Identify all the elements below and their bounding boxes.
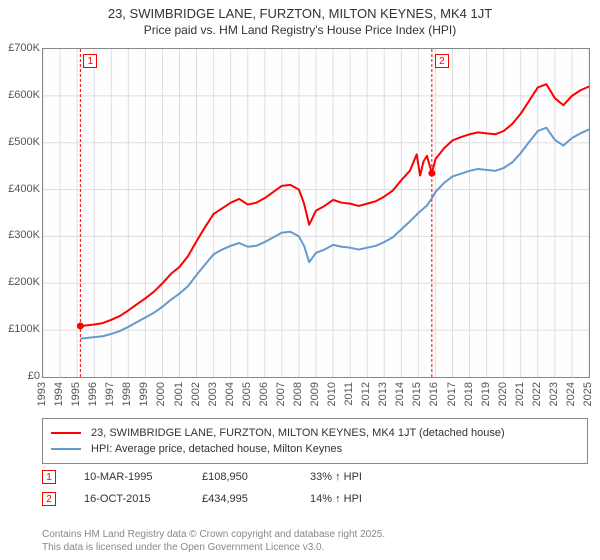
x-tick-label: 1995 <box>70 382 82 406</box>
x-tick-label: 2001 <box>173 382 185 406</box>
x-tick-label: 1999 <box>138 382 150 406</box>
x-tick-label: 1993 <box>36 382 48 406</box>
sale-hpi-delta-1: 33% ↑ HPI <box>310 471 362 483</box>
y-tick-label: £600K <box>0 89 40 101</box>
x-tick-label: 2012 <box>360 382 372 406</box>
plot-svg <box>43 49 589 377</box>
x-tick-label: 2010 <box>326 382 338 406</box>
x-tick-label: 2014 <box>394 382 406 406</box>
x-tick-label: 2006 <box>258 382 270 406</box>
x-tick-label: 2002 <box>190 382 202 406</box>
chart-marker-2: 2 <box>435 54 449 68</box>
x-tick-label: 1997 <box>104 382 116 406</box>
x-tick-label: 2025 <box>582 382 594 406</box>
x-tick-label: 2017 <box>446 382 458 406</box>
sale-marker-2: 2 <box>42 492 56 506</box>
x-tick-label: 2024 <box>565 382 577 406</box>
sale-hpi-delta-2: 14% ↑ HPI <box>310 493 362 505</box>
x-tick-label: 2009 <box>309 382 321 406</box>
y-tick-label: £400K <box>0 183 40 195</box>
x-tick-label: 2019 <box>480 382 492 406</box>
x-tick-label: 2022 <box>531 382 543 406</box>
legend-label-hpi: HPI: Average price, detached house, Milt… <box>91 443 342 455</box>
footer-line2: This data is licensed under the Open Gov… <box>42 542 385 555</box>
x-tick-label: 2023 <box>548 382 560 406</box>
x-tick-label: 2018 <box>463 382 475 406</box>
sale-marker-1: 1 <box>42 470 56 484</box>
chart-container: 23, SWIMBRIDGE LANE, FURZTON, MILTON KEY… <box>0 0 600 560</box>
x-tick-label: 2011 <box>343 382 355 406</box>
x-tick-label: 2003 <box>207 382 219 406</box>
title-subtitle: Price paid vs. HM Land Registry's House … <box>0 23 600 37</box>
sale-price-2: £434,995 <box>202 493 282 505</box>
x-tick-label: 1996 <box>87 382 99 406</box>
plot-area <box>42 48 590 378</box>
x-tick-label: 2013 <box>377 382 389 406</box>
y-tick-label: £100K <box>0 323 40 335</box>
sale-date-1: 10-MAR-1995 <box>84 471 174 483</box>
footer: Contains HM Land Registry data © Crown c… <box>42 529 385 554</box>
legend-label-price: 23, SWIMBRIDGE LANE, FURZTON, MILTON KEY… <box>91 427 505 439</box>
x-tick-label: 2016 <box>428 382 440 406</box>
sale-row-2: 2 16-OCT-2015 £434,995 14% ↑ HPI <box>42 488 588 510</box>
x-tick-label: 2021 <box>514 382 526 406</box>
legend-item-price: 23, SWIMBRIDGE LANE, FURZTON, MILTON KEY… <box>51 425 579 441</box>
x-tick-label: 1994 <box>53 382 65 406</box>
sales-table: 1 10-MAR-1995 £108,950 33% ↑ HPI 2 16-OC… <box>42 466 588 510</box>
y-tick-label: £500K <box>0 136 40 148</box>
y-tick-label: £0 <box>0 370 40 382</box>
chart-marker-1: 1 <box>83 54 97 68</box>
sale-date-2: 16-OCT-2015 <box>84 493 174 505</box>
x-tick-label: 1998 <box>121 382 133 406</box>
legend-swatch-price <box>51 432 81 434</box>
footer-line1: Contains HM Land Registry data © Crown c… <box>42 529 385 542</box>
x-tick-label: 2007 <box>275 382 287 406</box>
y-tick-label: £200K <box>0 276 40 288</box>
sale-row-1: 1 10-MAR-1995 £108,950 33% ↑ HPI <box>42 466 588 488</box>
x-tick-label: 2020 <box>497 382 509 406</box>
x-tick-label: 2000 <box>155 382 167 406</box>
title-address: 23, SWIMBRIDGE LANE, FURZTON, MILTON KEY… <box>0 6 600 21</box>
x-tick-label: 2005 <box>241 382 253 406</box>
x-tick-label: 2008 <box>292 382 304 406</box>
y-tick-label: £700K <box>0 42 40 54</box>
x-tick-label: 2004 <box>224 382 236 406</box>
legend-item-hpi: HPI: Average price, detached house, Milt… <box>51 441 579 457</box>
sale-price-1: £108,950 <box>202 471 282 483</box>
legend-swatch-hpi <box>51 448 81 450</box>
title-block: 23, SWIMBRIDGE LANE, FURZTON, MILTON KEY… <box>0 0 600 37</box>
x-tick-label: 2015 <box>411 382 423 406</box>
y-tick-label: £300K <box>0 229 40 241</box>
legend: 23, SWIMBRIDGE LANE, FURZTON, MILTON KEY… <box>42 418 588 464</box>
